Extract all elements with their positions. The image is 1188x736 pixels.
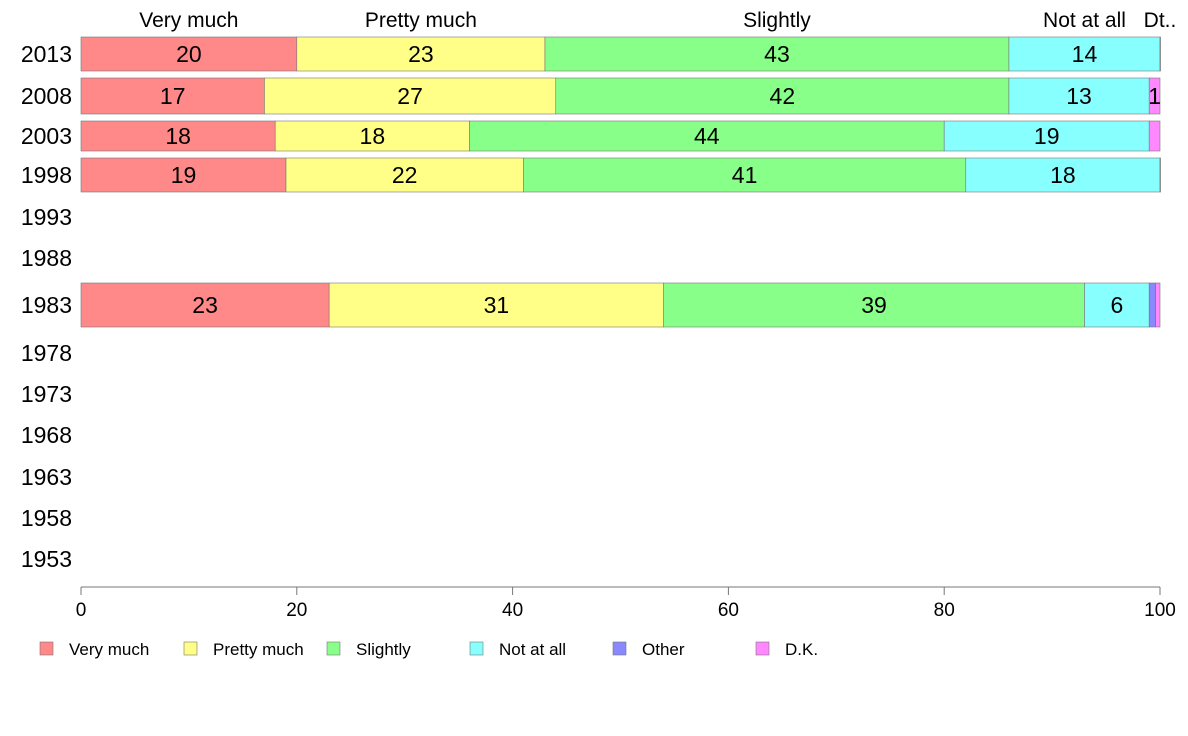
data-label: 39 <box>861 292 887 318</box>
bar-segment <box>1148 120 1161 152</box>
legend-label: Pretty much <box>213 640 304 659</box>
year-label: 2003 <box>21 123 72 149</box>
bar-segment <box>1155 282 1161 328</box>
bar-segment <box>1148 77 1161 115</box>
year-label: 2008 <box>21 83 72 109</box>
top-category-label: Dt.. <box>1144 9 1177 32</box>
data-label: 1 <box>1148 83 1161 109</box>
bar-segment <box>1159 36 1161 72</box>
bar-segment <box>328 282 664 328</box>
legend-item: Other <box>612 640 685 659</box>
legend-swatch <box>469 641 484 656</box>
data-label: 23 <box>408 41 434 67</box>
legend-item: Pretty much <box>183 640 304 659</box>
data-label: 19 <box>171 162 197 188</box>
year-label: 1953 <box>21 546 72 572</box>
legend-swatch <box>326 641 341 656</box>
legend-item: D.K. <box>755 640 818 659</box>
data-label: 42 <box>770 83 796 109</box>
year-label: 1973 <box>21 381 72 407</box>
x-tick-label: 60 <box>718 600 739 621</box>
data-label: 44 <box>694 123 720 149</box>
legend-label: Other <box>642 640 685 659</box>
legend-label: Slightly <box>356 640 411 659</box>
legend-swatch <box>755 641 770 656</box>
year-label: 1988 <box>21 245 72 271</box>
bar-segment <box>80 77 265 115</box>
bar-segment <box>663 282 1085 328</box>
bar-segment <box>1159 157 1161 193</box>
data-label: 20 <box>176 41 202 67</box>
year-label: 1998 <box>21 162 72 188</box>
legend-swatch <box>612 641 627 656</box>
top-category-label: Very much <box>139 9 238 32</box>
bar-segment <box>469 120 945 152</box>
bar-segment <box>80 36 298 72</box>
data-label: 23 <box>192 292 218 318</box>
x-tick-label: 20 <box>286 600 307 621</box>
bar-segment <box>544 36 1010 72</box>
top-category-label: Slightly <box>743 9 811 32</box>
year-label: 2013 <box>21 41 72 67</box>
legend-item: Very much <box>39 640 149 659</box>
legend-item: Slightly <box>326 640 411 659</box>
bar-segment <box>264 77 557 115</box>
data-label: 18 <box>165 123 191 149</box>
data-label: 22 <box>392 162 418 188</box>
data-label: 27 <box>397 83 423 109</box>
data-label: 19 <box>1034 123 1060 149</box>
x-tick-label: 80 <box>934 600 955 621</box>
bar-segment <box>296 36 546 72</box>
year-label: 1958 <box>21 505 72 531</box>
year-label: 1993 <box>21 204 72 230</box>
bar-row-2008: 17 27 42 13 1 <box>80 77 1161 115</box>
data-label: 43 <box>764 41 790 67</box>
bar-segment <box>285 157 524 193</box>
legend-label: Not at all <box>499 640 566 659</box>
data-label: 14 <box>1072 41 1098 67</box>
bar-segment <box>555 77 1010 115</box>
data-label: 41 <box>732 162 758 188</box>
legend-swatch <box>183 641 198 656</box>
year-label: 1968 <box>21 422 72 448</box>
x-tick-label: 0 <box>76 600 87 621</box>
bar-row-1998: 19 22 41 18 <box>80 157 1161 193</box>
data-label: 17 <box>160 83 186 109</box>
x-tick-label: 40 <box>502 600 523 621</box>
bar-segment <box>274 120 470 152</box>
bar-segment <box>80 157 287 193</box>
data-label: 18 <box>360 123 386 149</box>
top-category-label: Pretty much <box>365 9 477 32</box>
legend-label: Very much <box>69 640 149 659</box>
data-label: 13 <box>1066 83 1092 109</box>
top-category-label: Not at all <box>1043 9 1126 32</box>
bar-row-2003: 18 18 44 19 <box>80 120 1161 152</box>
x-tick-label: 100 <box>1144 600 1176 621</box>
bar-segment <box>1148 282 1156 328</box>
bar-segment <box>1008 77 1150 115</box>
bar-segment <box>1008 36 1161 72</box>
data-label: 6 <box>1110 292 1123 318</box>
year-label: 1963 <box>21 464 72 490</box>
bar-segment <box>943 120 1150 152</box>
bar-row-2013: 20 23 43 14 <box>80 36 1161 72</box>
bar-segment <box>523 157 967 193</box>
legend-item: Not at all <box>469 640 566 659</box>
year-label: 1978 <box>21 340 72 366</box>
legend-swatch <box>39 641 54 656</box>
year-label: 1983 <box>21 292 72 318</box>
data-label: 18 <box>1050 162 1076 188</box>
bar-segment <box>80 120 276 152</box>
bar-row-1983: 23 31 39 6 <box>80 282 1161 328</box>
legend-label: D.K. <box>785 640 818 659</box>
data-label: 31 <box>484 292 510 318</box>
